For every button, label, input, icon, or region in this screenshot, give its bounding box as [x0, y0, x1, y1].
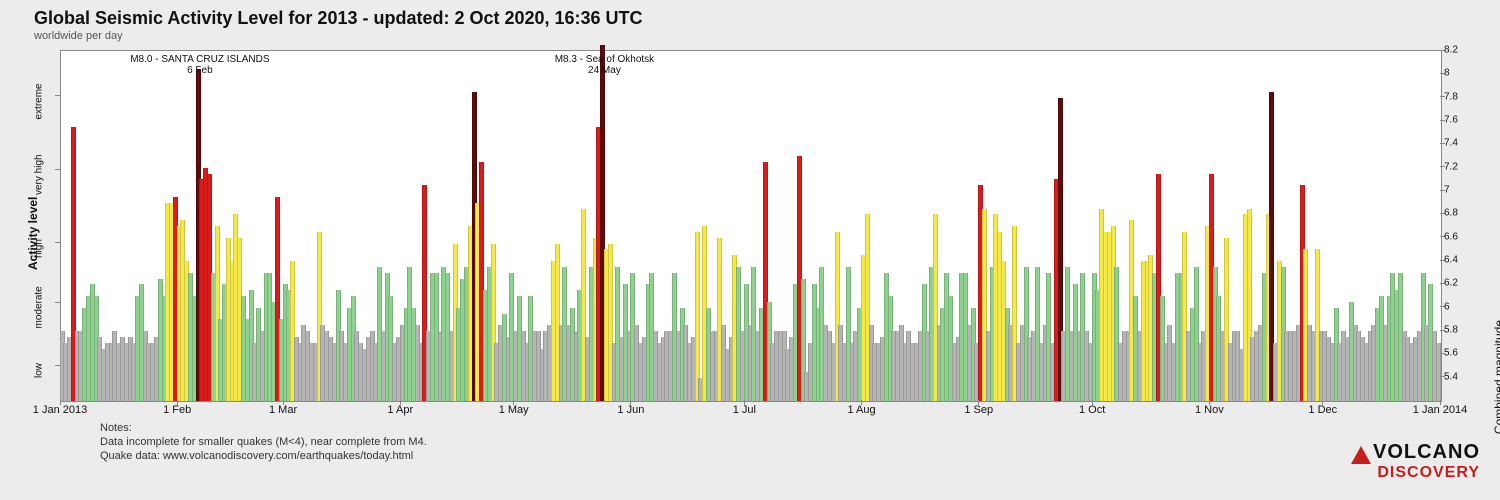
notes-header: Notes:	[100, 422, 132, 434]
x-tick-label: 1 Mar	[269, 404, 297, 416]
chart-title: Global Seismic Activity Level for 2013 -…	[34, 8, 643, 29]
y-right-tick-label: 6.6	[1444, 231, 1458, 242]
y-right-tick-label: 8	[1444, 68, 1450, 79]
y-right-tick-label: 7.8	[1444, 91, 1458, 102]
bar	[695, 232, 700, 401]
y-right-tick-label: 6.4	[1444, 255, 1458, 266]
x-tick-label: 1 Jun	[617, 404, 644, 416]
y-right-tick-label: 6.8	[1444, 208, 1458, 219]
y-left-tick-label: high	[34, 239, 45, 258]
chart-subtitle: worldwide per day	[34, 30, 123, 42]
y-right-tick-label: 8.2	[1444, 45, 1458, 56]
x-tick-label: 1 Jan 2014	[1413, 404, 1467, 416]
y-right-tick-label: 6	[1444, 301, 1450, 312]
event-annotation: M8.3 - Sea of Okhotsk24 May	[555, 54, 655, 76]
event-annotation: M8.0 - SANTA CRUZ ISLANDS6 Feb	[130, 54, 269, 76]
y-right-tick-label: 5.8	[1444, 325, 1458, 336]
logo-text-2: DISCOVERY	[1377, 464, 1480, 481]
y-left-tick-label: moderate	[34, 286, 45, 328]
x-tick-label: 1 Jul	[733, 404, 756, 416]
x-tick-label: 1 Oct	[1079, 404, 1105, 416]
y-right-tick-label: 7.6	[1444, 115, 1458, 126]
y-left-tick-mark	[55, 302, 60, 303]
y-left-tick-mark	[55, 169, 60, 170]
x-tick-label: 1 Apr	[387, 404, 413, 416]
notes-line-2: Quake data: www.volcanodiscovery.com/ear…	[100, 450, 413, 462]
y-right-tick-label: 5.4	[1444, 371, 1458, 382]
y-left-tick-label: extreme	[34, 83, 45, 119]
y-left-tick-mark	[55, 365, 60, 366]
x-tick-label: 1 Jan 2013	[33, 404, 87, 416]
chart-container: Global Seismic Activity Level for 2013 -…	[0, 0, 1500, 500]
bar-series	[61, 51, 1441, 401]
x-tick-label: 1 Aug	[847, 404, 875, 416]
y-left-tick-mark	[55, 242, 60, 243]
bar	[1436, 343, 1441, 401]
x-tick-label: 1 Dec	[1308, 404, 1337, 416]
logo: VOLCANO DISCOVERY	[1351, 441, 1480, 482]
y-axis-label-left: Activity level	[26, 197, 40, 270]
x-tick-label: 1 Feb	[163, 404, 191, 416]
x-tick-label: 1 May	[499, 404, 529, 416]
y-left-tick-label: very high	[34, 154, 45, 195]
logo-triangle-icon	[1351, 446, 1371, 464]
y-right-tick-label: 6.2	[1444, 278, 1458, 289]
y-right-tick-label: 7	[1444, 185, 1450, 196]
y-right-tick-label: 5.6	[1444, 348, 1458, 359]
plot-area	[60, 50, 1442, 402]
y-left-tick-label: low	[34, 363, 45, 378]
y-right-tick-label: 7.4	[1444, 138, 1458, 149]
y-right-tick-label: 7.2	[1444, 161, 1458, 172]
x-tick-label: 1 Nov	[1195, 404, 1224, 416]
y-axis-label-right: Combined magnitude	[1492, 320, 1500, 434]
notes-line-1: Data incomplete for smaller quakes (M<4)…	[100, 436, 427, 448]
y-left-tick-mark	[55, 95, 60, 96]
x-tick-label: 1 Sep	[964, 404, 993, 416]
logo-text-1: VOLCANO	[1373, 441, 1480, 463]
